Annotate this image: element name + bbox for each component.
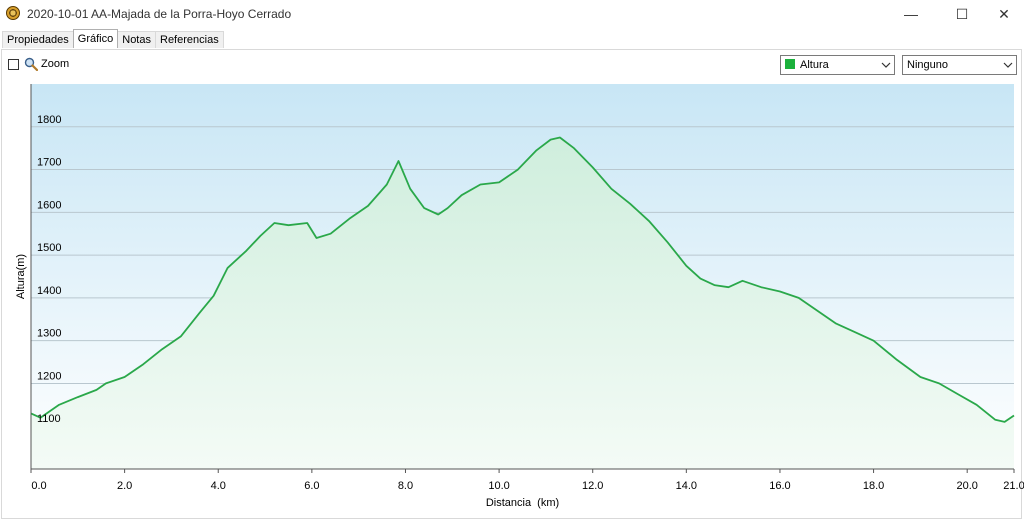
y-tick-label: 1400 bbox=[37, 285, 61, 297]
x-tick-labels: 0.0 2.0 4.0 6.0 8.0 10.0 12.0 14.0 16.0 18.0 20.0 2… bbox=[30, 469, 1024, 492]
chevron-down-icon bbox=[1003, 62, 1013, 68]
maximize-button[interactable]: ☐ bbox=[955, 5, 969, 22]
window-title: 2020-10-01 AA-Majada de la Porra-Hoyo Ce… bbox=[27, 7, 292, 21]
y-tick-label: 1300 bbox=[37, 328, 61, 340]
series-color-swatch bbox=[785, 59, 795, 69]
title-bar: 2020-10-01 AA-Majada de la Porra-Hoyo Ce… bbox=[0, 0, 1024, 28]
tab-strip: Propiedades Gráfico Notas Referencias bbox=[2, 29, 224, 49]
elevation-area bbox=[31, 137, 1014, 469]
chevron-down-icon bbox=[881, 62, 891, 68]
magnifier-icon bbox=[24, 57, 38, 71]
x-tick-label: 10.0 bbox=[488, 480, 509, 492]
y-axis-label: Altura(m) bbox=[15, 254, 27, 299]
zoom-checkbox[interactable] bbox=[8, 59, 19, 70]
y-tick-label: 1100 bbox=[37, 413, 61, 425]
close-button[interactable]: ✕ bbox=[998, 5, 1010, 22]
series-select-value: Altura bbox=[800, 59, 829, 71]
x-tick-label: 21.0 bbox=[1003, 480, 1024, 492]
x-tick-label: 4.0 bbox=[211, 480, 226, 492]
y-tick-label: 1200 bbox=[37, 370, 61, 382]
x-tick-label: 16.0 bbox=[769, 480, 790, 492]
tab-notas[interactable]: Notas bbox=[117, 31, 156, 48]
y-tick-label: 1700 bbox=[37, 157, 61, 169]
y-tick-label: 1500 bbox=[37, 242, 61, 254]
axes bbox=[30, 84, 1014, 470]
minimize-button[interactable]: — bbox=[904, 6, 918, 22]
x-tick-label: 18.0 bbox=[863, 480, 884, 492]
zoom-label: Zoom bbox=[41, 58, 70, 70]
secondary-select[interactable]: Ninguno bbox=[902, 55, 1017, 75]
x-tick-label: 8.0 bbox=[398, 480, 413, 492]
secondary-select-value: Ninguno bbox=[907, 59, 948, 71]
app-logo-icon bbox=[6, 6, 20, 20]
x-tick-label: 14.0 bbox=[676, 480, 697, 492]
x-tick-label: 12.0 bbox=[582, 480, 603, 492]
x-tick-label: 0.0 bbox=[31, 480, 46, 492]
y-tick-label: 1600 bbox=[37, 199, 61, 211]
x-tick-label: 2.0 bbox=[117, 480, 132, 492]
tab-grafico[interactable]: Gráfico bbox=[72, 29, 119, 48]
y-tick-labels: 1100 1200 1300 1400 1500 1600 1700 1800 bbox=[37, 114, 61, 425]
x-tick-label: 20.0 bbox=[956, 480, 977, 492]
series-select[interactable]: Altura bbox=[780, 55, 895, 75]
tab-referencias[interactable]: Referencias bbox=[155, 31, 224, 48]
elevation-line bbox=[30, 136, 1015, 423]
x-tick-label: 6.0 bbox=[304, 480, 319, 492]
x-axis-label: Distancia (km) bbox=[486, 497, 559, 509]
y-tick-label: 1800 bbox=[37, 114, 61, 126]
